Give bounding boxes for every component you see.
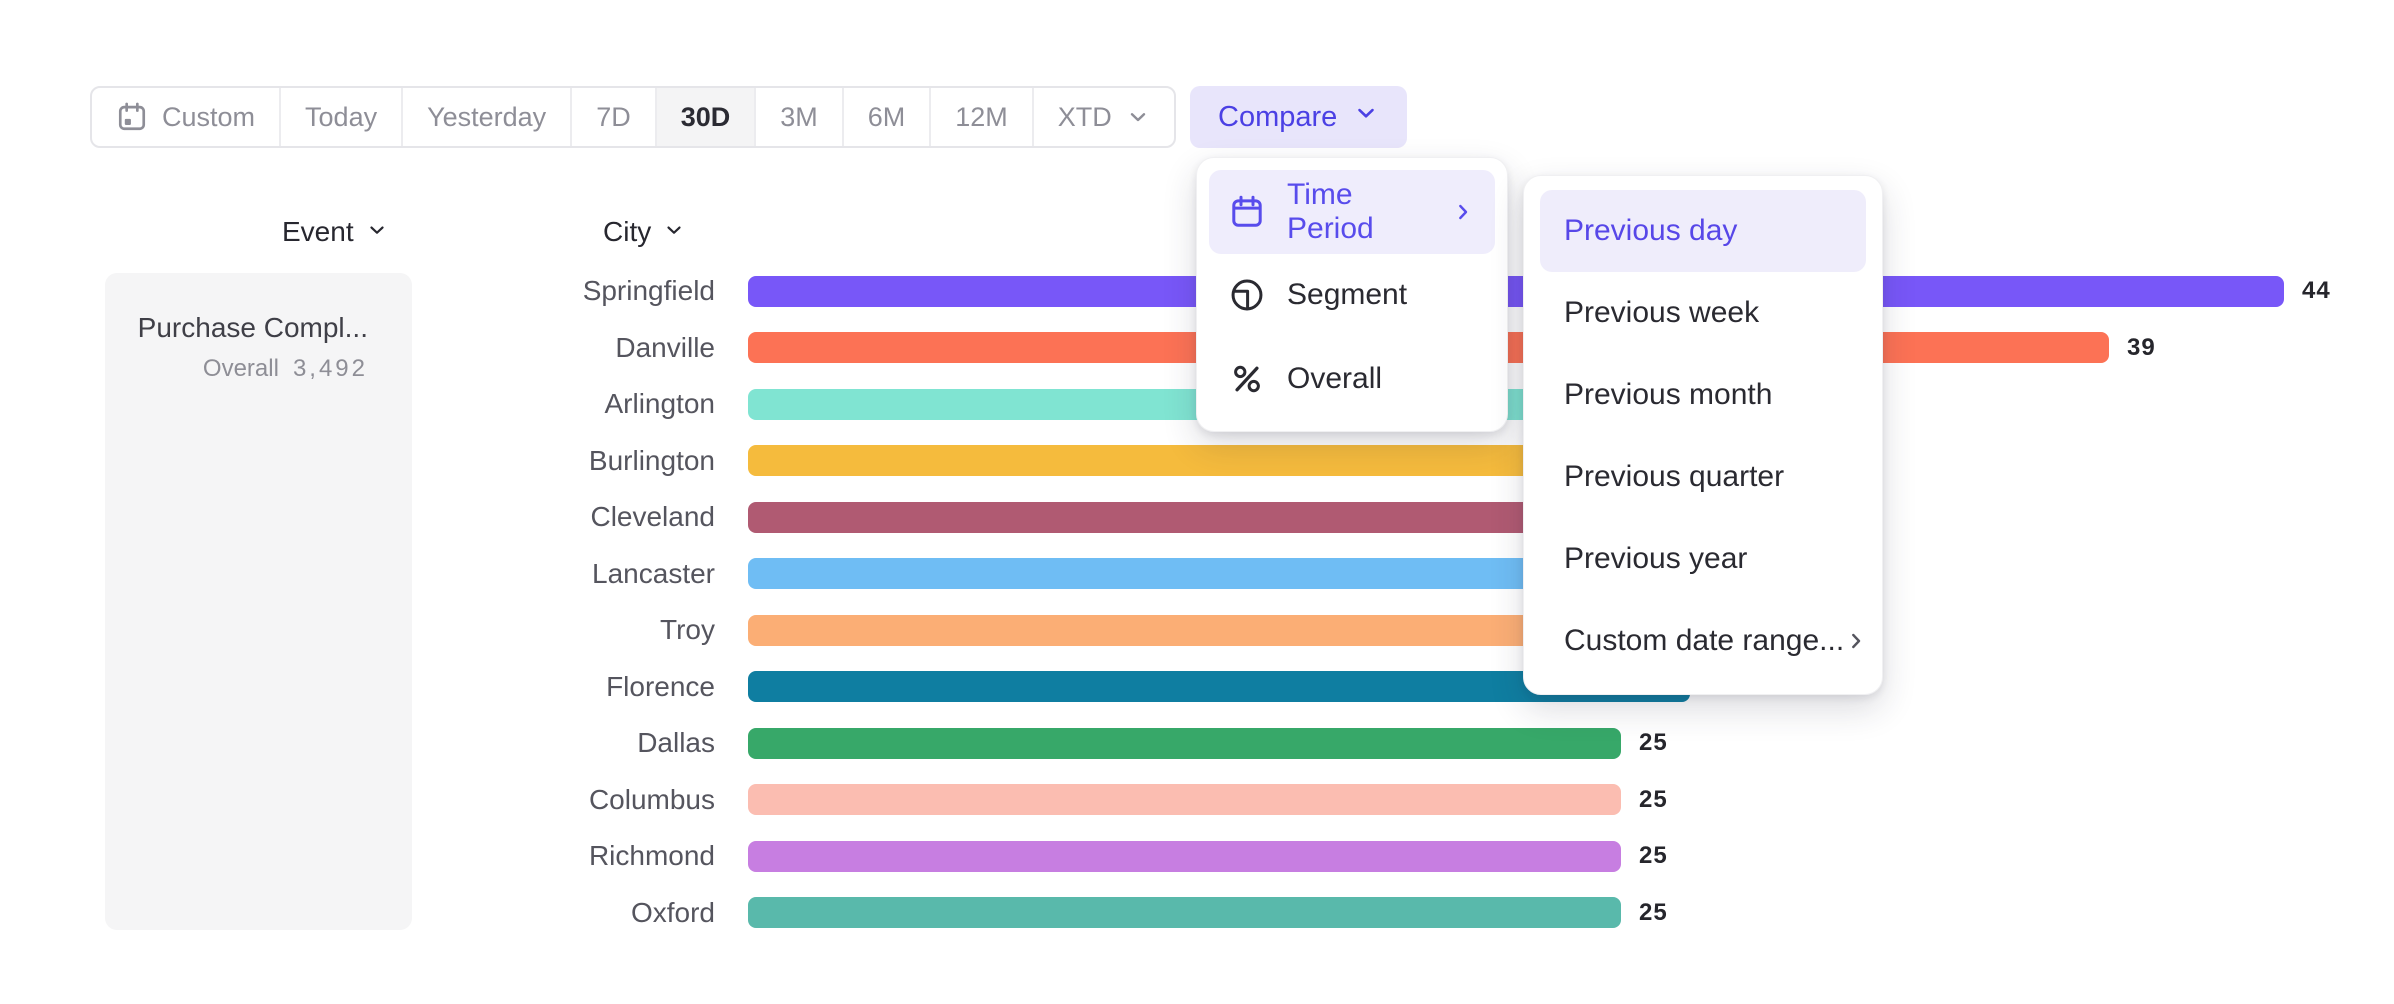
chart-row-columbus: Columbus 25 xyxy=(400,772,2331,829)
bar-value: 25 xyxy=(1639,842,1668,870)
menu-item-label: Segment xyxy=(1287,278,1408,312)
city-label: Burlington xyxy=(588,444,715,476)
percent-icon xyxy=(1229,361,1265,397)
submenu-item-custom-date-range[interactable]: Custom date range... xyxy=(1540,600,1866,682)
compare-button-label: Compare xyxy=(1218,100,1338,133)
range-button-label: 3M xyxy=(780,101,818,132)
bar[interactable] xyxy=(748,897,1621,929)
chart-row-troy: Troy xyxy=(400,602,2331,659)
city-column-header-label: City xyxy=(603,216,652,247)
chart-row-dallas: Dallas 25 xyxy=(400,715,2331,772)
chart-row-oxford: Oxford 25 xyxy=(400,885,2331,942)
range-button-30d[interactable]: 30D xyxy=(656,88,757,146)
chart-row-lancaster: Lancaster xyxy=(400,546,2331,603)
range-button-xtd[interactable]: XTD xyxy=(1034,88,1174,146)
range-button-custom[interactable]: Custom xyxy=(92,88,282,146)
submenu-item-previous-month[interactable]: Previous month xyxy=(1540,354,1866,436)
range-button-6m[interactable]: 6M xyxy=(844,88,932,146)
city-label: Columbus xyxy=(588,783,715,815)
bar[interactable] xyxy=(748,727,1621,759)
bar[interactable] xyxy=(748,840,1621,872)
city-label: Richmond xyxy=(588,840,715,872)
event-panel[interactable]: Purchase Compl... Overall 3,492 xyxy=(105,273,412,930)
menu-item-label: Overall xyxy=(1287,361,1383,395)
chevron-down-icon xyxy=(1126,105,1150,129)
submenu-item-label: Previous week xyxy=(1564,296,1760,329)
compare-menu: Time Period Segment Overall xyxy=(1196,157,1508,432)
chevron-right-icon xyxy=(1451,200,1475,224)
range-button-label: Yesterday xyxy=(427,101,547,132)
time-period-submenu: Previous day Previous week Previous month P… xyxy=(1523,175,1883,695)
chevron-down-icon xyxy=(366,216,388,248)
submenu-item-previous-day[interactable]: Previous day xyxy=(1540,190,1866,272)
bar-value: 25 xyxy=(1639,729,1668,757)
range-button-label: Today xyxy=(305,101,378,132)
event-metric: Overall 3,492 xyxy=(125,355,368,383)
range-button-label: 7D xyxy=(596,101,631,132)
compare-button[interactable]: Compare xyxy=(1190,86,1408,148)
range-button-label: 6M xyxy=(867,101,906,132)
submenu-item-previous-year[interactable]: Previous year xyxy=(1540,518,1866,600)
submenu-item-previous-week[interactable]: Previous week xyxy=(1540,272,1866,354)
submenu-item-label: Previous quarter xyxy=(1564,460,1785,493)
range-button-label: XTD xyxy=(1057,101,1112,132)
city-label: Troy xyxy=(660,614,715,646)
chart-row-cleveland: Cleveland xyxy=(400,489,2331,546)
chart-row-burlington: Burlington xyxy=(400,433,2331,490)
city-label: Florence xyxy=(606,670,715,702)
chart-row-springfield: Springfield 44 xyxy=(400,263,2331,320)
city-label: Dallas xyxy=(637,727,715,759)
chart-row-richmond: Richmond 25 xyxy=(400,828,2331,885)
city-label: Lancaster xyxy=(592,557,715,589)
range-button-label: Custom xyxy=(162,101,256,132)
submenu-item-label: Previous year xyxy=(1564,542,1748,575)
range-button-yesterday[interactable]: Yesterday xyxy=(403,88,573,146)
bar-value: 25 xyxy=(1639,898,1668,926)
submenu-item-previous-quarter[interactable]: Previous quarter xyxy=(1540,436,1866,518)
menu-item-time-period[interactable]: Time Period xyxy=(1209,170,1495,254)
bar[interactable] xyxy=(748,275,2284,307)
chevron-down-icon xyxy=(663,216,685,248)
segment-icon xyxy=(1229,277,1265,313)
range-button-7d[interactable]: 7D xyxy=(572,88,657,146)
menu-item-overall[interactable]: Overall xyxy=(1209,337,1495,421)
calendar-icon xyxy=(116,101,148,133)
city-label: Arlington xyxy=(604,388,715,420)
bar[interactable] xyxy=(748,784,1621,816)
city-label: Oxford xyxy=(630,896,715,928)
event-column-header[interactable]: Event xyxy=(282,216,388,248)
submenu-item-label: Previous day xyxy=(1564,214,1738,247)
range-button-today[interactable]: Today xyxy=(281,88,404,146)
calendar-icon xyxy=(1229,194,1265,230)
chevron-down-icon xyxy=(1353,100,1379,134)
event-column-header-label: Event xyxy=(282,216,354,247)
range-button-label: 30D xyxy=(680,101,731,132)
chevron-right-icon xyxy=(1844,629,1868,653)
range-button-12m[interactable]: 12M xyxy=(931,88,1034,146)
chart-row-florence: Florence xyxy=(400,659,2331,716)
range-button-label: 12M xyxy=(955,101,1008,132)
city-label: Cleveland xyxy=(590,501,715,533)
event-metric-label: Overall xyxy=(202,354,279,382)
event-name: Purchase Compl... xyxy=(137,312,368,343)
event-metric-value: 3,492 xyxy=(292,354,368,382)
city-label: Springfield xyxy=(582,275,715,307)
bar-value: 25 xyxy=(1639,785,1668,813)
bar-value: 39 xyxy=(2127,333,2156,361)
date-range-toolbar: Custom Today Yesterday 7D 30D 3M 6M 12M XTD xyxy=(90,86,1176,148)
city-label: Danville xyxy=(615,331,715,363)
city-column-header[interactable]: City xyxy=(603,216,685,248)
submenu-item-label: Custom date range... xyxy=(1564,624,1845,657)
bar-value: 44 xyxy=(2302,277,2331,305)
menu-item-segment[interactable]: Segment xyxy=(1209,254,1495,338)
menu-item-label: Time Period xyxy=(1287,177,1374,245)
submenu-item-label: Previous month xyxy=(1564,378,1773,411)
range-button-3m[interactable]: 3M xyxy=(756,88,844,146)
